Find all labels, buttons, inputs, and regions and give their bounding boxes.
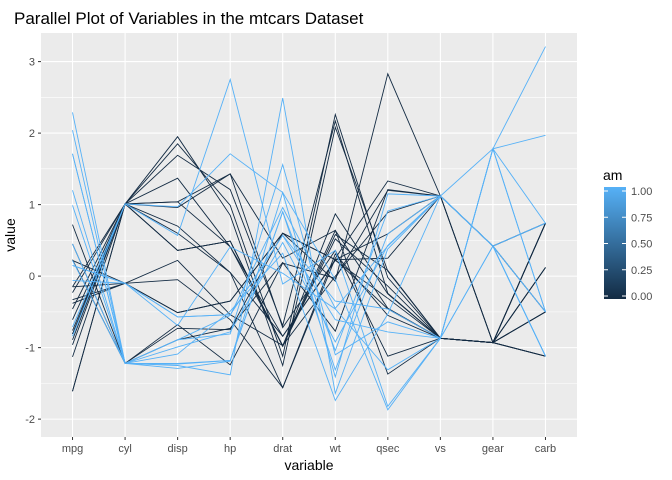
x-tick-label: carb: [535, 443, 556, 455]
series-line: [72, 46, 546, 408]
legend-colorbar: [604, 187, 626, 299]
y-tick-label: -1: [25, 343, 35, 355]
x-tick-label: drat: [273, 443, 292, 455]
x-tick-label: mpg: [62, 443, 83, 455]
legend-title: am: [603, 167, 622, 183]
y-tick-label: 0: [29, 271, 35, 283]
legend-tick-label: 0.50: [631, 239, 652, 251]
legend-tick-label: 1.00: [631, 186, 652, 198]
series-line: [72, 222, 546, 339]
x-tick-label: cyl: [118, 443, 131, 455]
legend-tick-label: 0.25: [631, 265, 652, 277]
legend-tick-label: 0.75: [631, 212, 652, 224]
series-line: [72, 195, 546, 364]
x-tick-label: disp: [168, 443, 188, 455]
series-line: [72, 177, 546, 347]
x-axis-title: variable: [284, 457, 333, 473]
y-tick-label: 2: [29, 128, 35, 140]
x-tick-label: qsec: [376, 443, 400, 455]
series-lines: [72, 46, 546, 411]
y-tick-label: 3: [29, 57, 35, 69]
y-tick-label: 1: [29, 200, 35, 212]
series-line: [72, 148, 546, 402]
chart-title: Parallel Plot of Variables in the mtcars…: [14, 9, 364, 28]
legend-tick-label: 0.00: [631, 291, 652, 303]
y-axis-title: value: [2, 218, 18, 252]
y-tick-label: -2: [25, 414, 35, 426]
minor-gridlines: [41, 97, 577, 384]
x-tick-label: hp: [224, 443, 236, 455]
color-legend: am 0.00 0.25 0.50 0.75 1.00: [603, 167, 652, 303]
x-tick-label: vs: [435, 443, 447, 455]
y-axis: -2 -1 0 1 2 3: [25, 57, 41, 426]
x-tick-label: wt: [329, 443, 341, 455]
x-axis: mpg cyl disp hp drat wt qsec vs gear carb: [62, 437, 556, 455]
x-tick-label: gear: [482, 443, 504, 455]
